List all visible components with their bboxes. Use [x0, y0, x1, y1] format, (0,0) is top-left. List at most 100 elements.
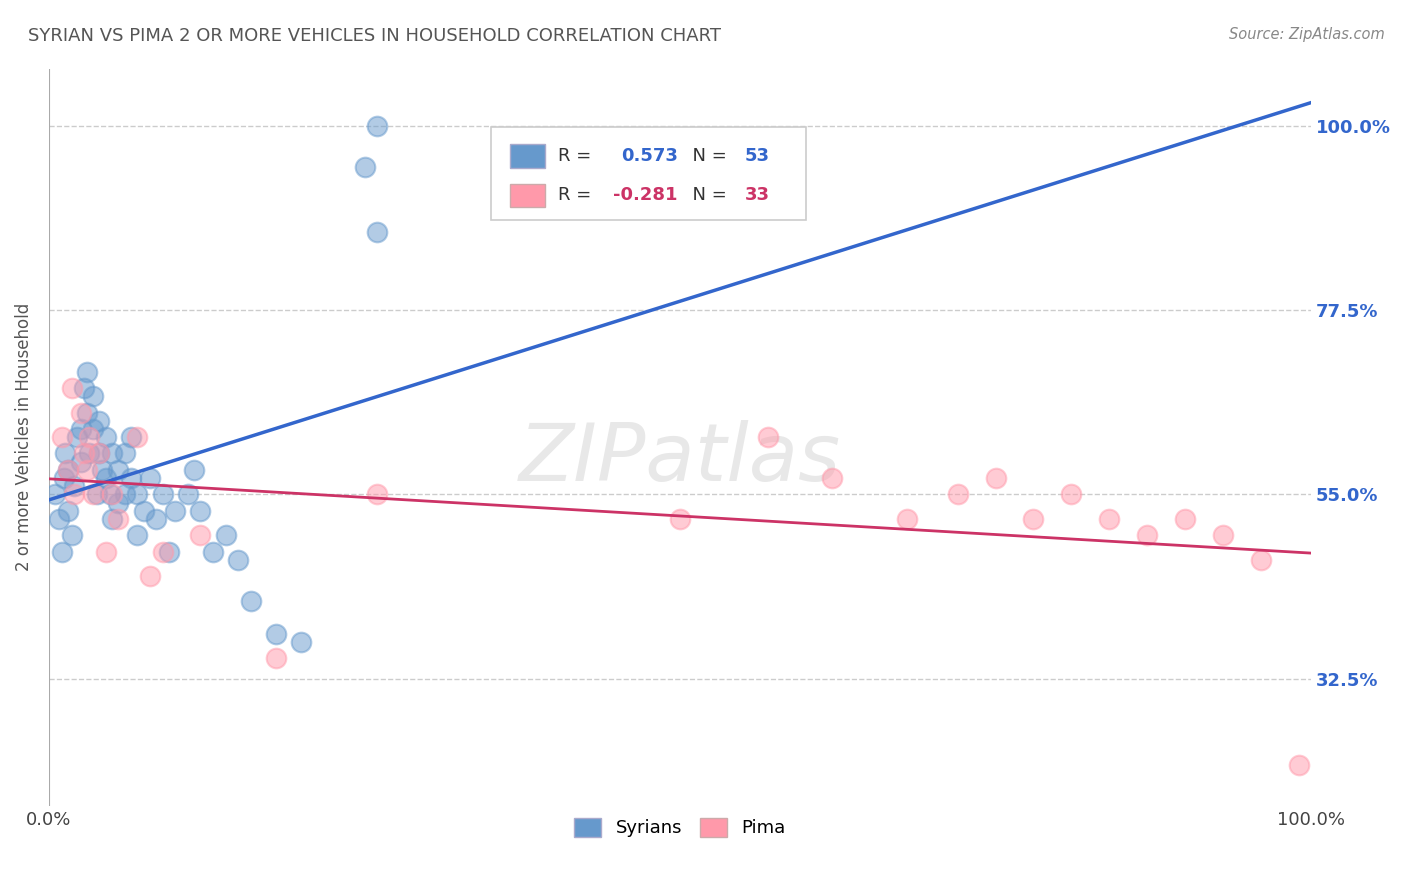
Point	[76, 405, 98, 419]
Point	[89, 446, 111, 460]
Text: 33: 33	[744, 186, 769, 204]
Point	[82, 389, 104, 403]
Point	[101, 512, 124, 526]
Point	[127, 487, 149, 501]
Point	[89, 414, 111, 428]
Point	[669, 512, 692, 526]
Point	[91, 463, 114, 477]
Point	[758, 430, 780, 444]
Point	[820, 471, 842, 485]
Text: N =: N =	[682, 186, 733, 204]
Point	[98, 487, 121, 501]
Point	[76, 463, 98, 477]
Point	[127, 528, 149, 542]
Point	[55, 446, 77, 460]
Point	[76, 365, 98, 379]
Point	[82, 422, 104, 436]
Point	[946, 487, 969, 501]
Point	[366, 119, 388, 133]
Point	[366, 487, 388, 501]
Point	[1098, 512, 1121, 526]
Point	[165, 504, 187, 518]
Point	[1250, 553, 1272, 567]
Text: ZIPatlas: ZIPatlas	[519, 420, 841, 499]
Point	[1022, 512, 1045, 526]
Point	[139, 471, 162, 485]
FancyBboxPatch shape	[509, 145, 546, 168]
Point	[1060, 487, 1083, 501]
Point	[1288, 757, 1310, 772]
Point	[353, 160, 375, 174]
Point	[69, 455, 91, 469]
Point	[1212, 528, 1234, 542]
Text: SYRIAN VS PIMA 2 OR MORE VEHICLES IN HOUSEHOLD CORRELATION CHART: SYRIAN VS PIMA 2 OR MORE VEHICLES IN HOU…	[28, 27, 721, 45]
Text: N =: N =	[682, 147, 733, 165]
Point	[73, 381, 96, 395]
Point	[114, 487, 136, 501]
Legend: Syrians, Pima: Syrians, Pima	[567, 811, 793, 845]
Point	[56, 504, 79, 518]
Point	[264, 651, 287, 665]
Point	[366, 225, 388, 239]
Point	[114, 446, 136, 460]
Point	[69, 422, 91, 436]
Point	[215, 528, 238, 542]
Point	[139, 569, 162, 583]
Text: R =: R =	[558, 186, 596, 204]
Point	[107, 463, 129, 477]
Text: R =: R =	[558, 147, 602, 165]
Point	[66, 430, 89, 444]
Point	[73, 446, 96, 460]
Point	[157, 545, 180, 559]
Point	[145, 512, 167, 526]
Text: Source: ZipAtlas.com: Source: ZipAtlas.com	[1229, 27, 1385, 42]
Point	[239, 594, 262, 608]
Point	[44, 487, 66, 501]
Point	[94, 430, 117, 444]
Point	[101, 446, 124, 460]
Point	[183, 463, 205, 477]
Point	[94, 471, 117, 485]
Point	[120, 471, 142, 485]
Point	[264, 626, 287, 640]
Point	[107, 512, 129, 526]
Point	[79, 430, 101, 444]
Point	[290, 635, 312, 649]
Point	[127, 430, 149, 444]
Point	[63, 479, 86, 493]
Point	[1136, 528, 1159, 542]
Point	[51, 430, 73, 444]
Point	[69, 405, 91, 419]
Point	[53, 471, 76, 485]
Point	[190, 504, 212, 518]
Point	[79, 446, 101, 460]
Point	[177, 487, 200, 501]
Point	[94, 545, 117, 559]
Y-axis label: 2 or more Vehicles in Household: 2 or more Vehicles in Household	[15, 303, 32, 571]
Text: 53: 53	[744, 147, 769, 165]
Point	[101, 487, 124, 501]
Point	[63, 487, 86, 501]
Point	[226, 553, 249, 567]
Point	[56, 463, 79, 477]
Point	[152, 487, 174, 501]
Point	[56, 463, 79, 477]
Text: 0.573: 0.573	[620, 147, 678, 165]
Point	[896, 512, 918, 526]
Point	[82, 487, 104, 501]
Point	[86, 487, 108, 501]
Point	[152, 545, 174, 559]
Point	[984, 471, 1007, 485]
Point	[51, 545, 73, 559]
Point	[107, 495, 129, 509]
Point	[60, 381, 83, 395]
Point	[89, 446, 111, 460]
Point	[60, 528, 83, 542]
Point	[132, 504, 155, 518]
Point	[120, 430, 142, 444]
Point	[202, 545, 225, 559]
Text: -0.281: -0.281	[613, 186, 678, 204]
FancyBboxPatch shape	[491, 128, 806, 219]
FancyBboxPatch shape	[509, 184, 546, 207]
Point	[48, 512, 70, 526]
